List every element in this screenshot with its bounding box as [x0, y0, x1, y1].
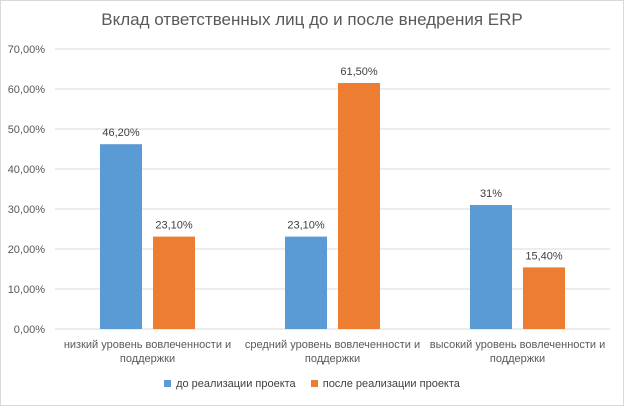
- data-label: 23,10%: [155, 220, 193, 232]
- x-tick-label: поддержки: [120, 353, 175, 365]
- bar: [470, 205, 512, 329]
- legend-label-after: после реализации проекта: [322, 378, 460, 390]
- legend-swatch-before: [164, 379, 172, 387]
- y-tick-label: 70,00%: [8, 44, 46, 56]
- bar: [100, 144, 142, 329]
- chart-legend: до реализации проекта после реализации п…: [0, 378, 624, 390]
- data-label: 46,20%: [102, 127, 140, 139]
- legend-label-before: до реализации проекта: [176, 378, 296, 390]
- legend-swatch-after: [310, 379, 318, 387]
- y-tick-label: 0,00%: [14, 324, 45, 336]
- legend-item-before: до реализации проекта: [164, 378, 296, 390]
- bar: [285, 236, 327, 329]
- y-tick-label: 60,00%: [8, 84, 46, 96]
- y-tick-label: 50,00%: [8, 124, 46, 136]
- y-tick-label: 40,00%: [8, 164, 46, 176]
- x-tick-label: низкий уровень вовлеченности и: [64, 339, 231, 351]
- data-label: 31%: [480, 188, 502, 200]
- x-tick-label: средний уровень вовлеченности и: [245, 339, 420, 351]
- data-label: 15,40%: [525, 250, 563, 262]
- y-tick-label: 30,00%: [8, 204, 46, 216]
- x-tick-label: высокий уровень вовлеченности и: [430, 339, 606, 351]
- bar: [338, 83, 380, 329]
- y-tick-label: 10,00%: [8, 284, 46, 296]
- bar: [153, 236, 195, 329]
- y-tick-label: 20,00%: [8, 244, 46, 256]
- data-label: 23,10%: [287, 220, 325, 232]
- legend-item-after: после реализации проекта: [310, 378, 460, 390]
- chart-title: Вклад ответственных лиц до и после внедр…: [101, 10, 523, 29]
- data-label: 61,50%: [340, 66, 378, 78]
- bar: [523, 267, 565, 329]
- x-tick-label: поддержки: [305, 353, 360, 365]
- x-tick-label: поддержки: [490, 353, 545, 365]
